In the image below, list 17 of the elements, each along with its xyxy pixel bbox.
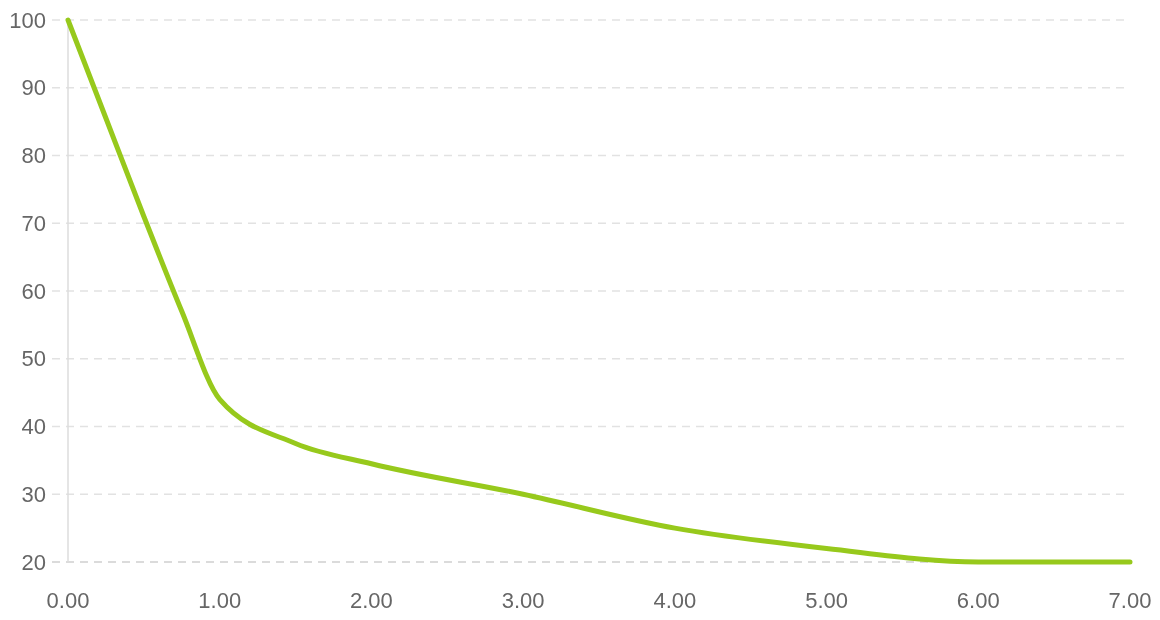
- x-tick-label: 3.00: [501, 587, 545, 613]
- y-tick-label: 70: [21, 210, 46, 236]
- x-tick-label: 1.00: [198, 587, 242, 613]
- x-tick-label: 0.00: [46, 587, 90, 613]
- x-tick-label: 6.00: [956, 587, 1000, 613]
- y-tick-label: 100: [9, 7, 46, 33]
- x-tick-label: 7.00: [1108, 587, 1152, 613]
- y-tick-label: 20: [21, 549, 46, 575]
- y-tick-label: 60: [21, 278, 46, 304]
- y-tick-label: 50: [21, 346, 46, 372]
- y-tick-label: 40: [21, 414, 46, 439]
- y-tick-label: 90: [21, 75, 46, 101]
- x-tick-label: 2.00: [350, 587, 393, 613]
- x-tick-label: 5.00: [805, 587, 848, 613]
- x-tick-label: 4.00: [653, 587, 697, 613]
- y-tick-label: 80: [21, 143, 46, 168]
- y-tick-label: 30: [21, 481, 46, 507]
